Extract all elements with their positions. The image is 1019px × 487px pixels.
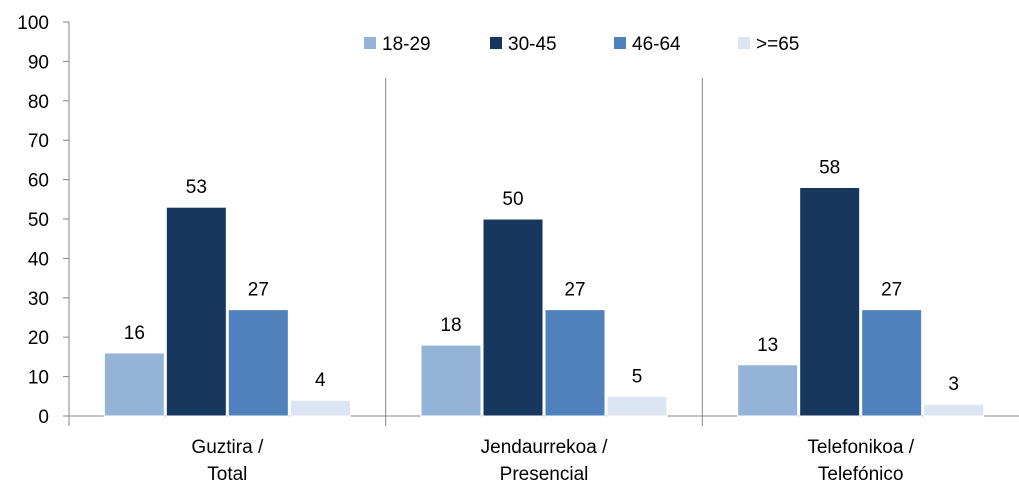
category-label: Telefónico — [818, 464, 904, 485]
legend: 18-29 30-45 46-64 >=65 — [364, 34, 799, 55]
legend-swatch->=65 — [738, 37, 750, 49]
bar-30-45-3 — [799, 186, 861, 417]
bar-18-29-2 — [420, 344, 482, 417]
y-tick-label: 40 — [28, 249, 49, 270]
y-tick-label: 90 — [28, 52, 49, 73]
legend-swatch-46-64 — [614, 37, 626, 49]
y-tick-label: 100 — [17, 13, 49, 34]
legend-label-18-29: 18-29 — [382, 34, 431, 55]
y-tick-label: 10 — [28, 368, 49, 389]
y-tick-label: 30 — [28, 289, 49, 310]
y-tick-label: 0 — [38, 407, 49, 428]
data-label: 13 — [757, 335, 778, 356]
data-label: 27 — [564, 280, 585, 301]
y-tick-label: 60 — [28, 171, 49, 192]
y-tick-label: 80 — [28, 92, 49, 113]
legend-label->=65: >=65 — [756, 34, 799, 55]
category-label: Telefonikoa / — [807, 437, 914, 458]
y-tick-label: 50 — [28, 210, 49, 231]
bar-30-45-2 — [482, 218, 544, 417]
data-label: 27 — [881, 280, 902, 301]
data-label: 16 — [124, 323, 145, 344]
bar-18-29-1 — [103, 352, 165, 417]
data-label: 5 — [632, 366, 643, 387]
data-labels: 16 53 27 4 18 50 27 5 13 58 27 3 — [124, 157, 959, 395]
data-label: 18 — [440, 315, 461, 336]
data-label: 3 — [948, 374, 959, 395]
bar-18-29-3 — [737, 364, 799, 417]
legend-swatch-18-29 — [364, 37, 376, 49]
legend-label-30-45: 30-45 — [508, 34, 557, 55]
axes: 0 10 20 30 40 50 60 70 80 90 100 Guztira / Total Jend… — [17, 13, 1019, 485]
y-tick-label: 70 — [28, 131, 49, 152]
bar-46-64-3 — [861, 309, 923, 417]
data-label: 4 — [315, 370, 326, 391]
data-label: 27 — [248, 280, 269, 301]
data-label: 58 — [819, 157, 840, 178]
legend-label-46-64: 46-64 — [632, 34, 681, 55]
y-tick-label: 20 — [28, 328, 49, 349]
bar->=65-1 — [289, 399, 351, 417]
category-label: Presencial — [500, 464, 589, 485]
bar-46-64-2 — [544, 309, 606, 417]
bar->=65-3 — [923, 403, 985, 417]
data-label: 50 — [502, 189, 523, 210]
category-label: Guztira / — [191, 437, 264, 458]
bar-46-64-1 — [227, 309, 289, 417]
category-label: Total — [207, 464, 247, 485]
data-label: 53 — [186, 177, 207, 198]
category-label: Jendaurrekoa / — [481, 437, 608, 458]
bar->=65-2 — [606, 395, 668, 417]
bar-30-45-1 — [165, 206, 227, 417]
bars — [103, 186, 985, 417]
legend-swatch-30-45 — [490, 37, 502, 49]
